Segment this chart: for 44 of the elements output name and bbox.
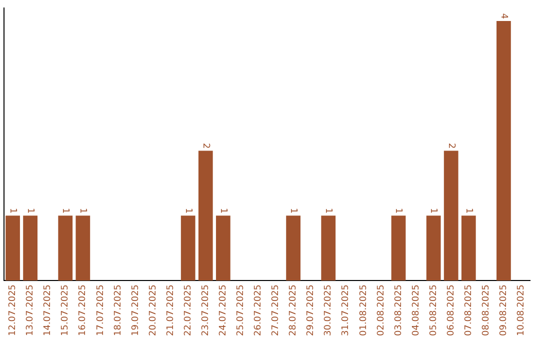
data-label: 1	[78, 208, 88, 214]
x-tick-label: 14.07.2025	[43, 284, 54, 336]
x-tick-label: 12.07.2025	[8, 284, 18, 336]
data-label: 1	[182, 208, 193, 214]
data-label: 2	[200, 142, 210, 149]
x-tick-label: 01.08.2025	[358, 284, 369, 336]
x-tick-label: 02.08.2025	[376, 284, 386, 336]
x-tick-label: 17.07.2025	[96, 284, 106, 336]
x-tick-label: 23.07.2025	[200, 284, 211, 336]
data-label: 1	[323, 208, 334, 214]
data-label: 1	[428, 208, 438, 214]
x-tick-label: 09.08.2025	[499, 284, 510, 336]
x-tick-label: 08.08.2025	[482, 284, 492, 336]
data-label: 1	[393, 208, 404, 214]
x-tick-label: 05.08.2025	[428, 284, 439, 336]
data-label: 1	[60, 208, 70, 214]
data-label: 1	[24, 208, 35, 214]
data-label: 1	[463, 208, 474, 214]
x-tick-label: 07.08.2025	[464, 284, 474, 336]
data-label: 1	[7, 208, 18, 214]
x-tick-label: 16.07.2025	[78, 284, 88, 336]
data-label: 4	[498, 13, 508, 20]
x-tick-label: 27.07.2025	[271, 284, 282, 336]
data-label: 2	[446, 142, 456, 149]
x-tick-label: 10.08.2025	[516, 284, 527, 336]
x-tick-label: 30.07.2025	[324, 284, 334, 336]
x-tick-label: 29.07.2025	[306, 284, 316, 336]
x-tick-label: 31.07.2025	[341, 284, 352, 336]
x-tick-label: 15.07.2025	[60, 284, 71, 336]
x-tick-label: 19.07.2025	[130, 284, 141, 336]
x-tick-label: 03.08.2025	[394, 284, 404, 336]
data-label: 1	[218, 208, 228, 214]
x-tick-label: 18.07.2025	[113, 284, 124, 336]
x-tick-label: 28.07.2025	[288, 284, 299, 336]
x-tick-label: 21.07.2025	[166, 284, 176, 336]
x-tick-label: 20.07.2025	[148, 284, 158, 336]
x-tick-label: 06.08.2025	[446, 284, 456, 336]
x-tick-label: 26.07.2025	[254, 284, 264, 336]
x-tick-label: 25.07.2025	[236, 284, 246, 336]
x-tick-label: 24.07.2025	[218, 284, 229, 336]
data-label: 1	[288, 208, 298, 214]
x-tick-label: 04.08.2025	[411, 284, 422, 336]
x-tick-label: 22.07.2025	[183, 284, 194, 336]
x-tick-label: 13.07.2025	[26, 284, 36, 336]
